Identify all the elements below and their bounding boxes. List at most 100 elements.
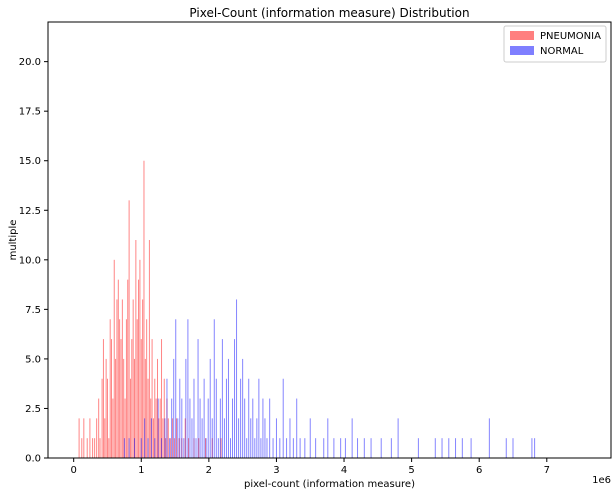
histogram-bar-normal	[230, 438, 231, 458]
y-tick-label: 2.5	[25, 404, 41, 415]
histogram-bar-normal	[183, 438, 185, 458]
histogram-bar-normal	[275, 418, 277, 458]
histogram-bar-pneumonia	[138, 279, 140, 458]
histogram-bar-pneumonia	[178, 438, 180, 458]
legend-swatch-pneumonia	[510, 31, 534, 40]
histogram-bar-pneumonia	[131, 339, 133, 458]
histogram-bar-normal	[340, 438, 342, 458]
legend-swatch-normal	[510, 46, 534, 55]
histogram-bar-normal	[448, 438, 450, 458]
histogram-bar-normal	[344, 438, 346, 458]
histogram-bar-pneumonia	[96, 418, 98, 458]
histogram-bar-normal	[189, 398, 191, 458]
histogram-bar-pneumonia	[142, 299, 144, 458]
histogram-bar-pneumonia	[98, 398, 100, 458]
histogram-bar-normal	[455, 438, 457, 458]
histogram-bar-normal	[213, 319, 215, 458]
histogram-bar-normal	[488, 418, 490, 458]
y-axis-label: multiple	[8, 220, 19, 261]
histogram-bar-pneumonia	[112, 398, 114, 458]
histogram-bar-normal	[195, 438, 197, 458]
histogram-bar-normal	[309, 418, 311, 458]
histogram-bar-normal	[441, 438, 443, 458]
y-axis-ticks: 0.0 2.5 5.0 7.5 10.0 12.5 15.0 17.5 20.0	[19, 57, 48, 465]
histogram-bar-normal	[258, 378, 260, 458]
histogram-bar-normal	[205, 438, 207, 458]
histogram-bar-normal	[227, 358, 229, 458]
histogram-bar-normal	[215, 378, 217, 458]
histogram-bar-normal	[123, 438, 125, 458]
legend-label-pneumonia: PNEUMONIA	[540, 31, 601, 42]
histogram-bar-normal	[248, 378, 250, 458]
legend-label-normal: NORMAL	[540, 46, 584, 57]
histogram-bar-pneumonia	[162, 418, 164, 458]
histogram-bar-pneumonia	[111, 339, 113, 458]
histogram-bar-normal	[236, 299, 238, 458]
histogram-bar-normal	[191, 418, 193, 458]
histogram-bar-normal	[244, 398, 246, 458]
histogram-bar-pneumonia	[115, 358, 117, 458]
histogram-bar-normal	[304, 438, 306, 458]
histogram-bar-normal	[232, 398, 233, 458]
histogram-bar-normal	[256, 418, 258, 458]
histogram-bar-pneumonia	[163, 378, 165, 458]
histogram-bar-normal	[140, 438, 142, 458]
plot-area-frame	[47, 21, 612, 459]
legend: PNEUMONIA NORMAL	[503, 25, 607, 63]
x-axis-ticks: 0 1 2 3 4 5 6 7	[70, 458, 550, 476]
histogram-bar-pneumonia	[83, 418, 85, 458]
y-tick-label: 7.5	[25, 305, 41, 316]
histogram-bar-pneumonia	[108, 438, 110, 458]
histogram-bar-normal	[417, 438, 419, 458]
histogram-bar-pneumonia	[116, 299, 118, 458]
histogram-bar-normal	[252, 398, 254, 458]
histogram-bar-normal	[286, 438, 288, 458]
histogram-bar-normal	[269, 398, 271, 458]
histogram-bar-normal	[157, 398, 159, 458]
histogram-bar-pneumonia	[184, 418, 186, 458]
histogram-bar-pneumonia	[158, 418, 160, 458]
histogram-bar-normal	[370, 438, 372, 458]
histogram-bar-pneumonia	[167, 418, 169, 458]
histogram-bar-normal	[380, 438, 382, 458]
histogram-bar-normal	[179, 378, 181, 458]
histogram-bar-normal	[351, 418, 353, 458]
histogram-bar-pneumonia	[119, 319, 121, 458]
histogram-bar-pneumonia	[173, 438, 175, 458]
histogram-bar-normal	[333, 438, 335, 458]
y-tick-label: 17.5	[19, 107, 41, 118]
histogram-bar-normal	[128, 438, 130, 458]
histogram-bar-pneumonia	[205, 438, 206, 458]
histogram-bar-pneumonia	[94, 438, 96, 458]
histogram-bar-pneumonia	[171, 418, 173, 458]
histogram-bar-pneumonia	[81, 438, 83, 458]
histogram-bar-normal	[266, 438, 268, 458]
histogram-bar-pneumonia	[165, 438, 167, 458]
histogram-bar-pneumonia	[144, 358, 146, 458]
histogram-bar-normal	[197, 339, 199, 458]
histogram-bar-normal	[234, 339, 236, 458]
histogram-bar-normal	[292, 438, 294, 458]
histogram-bar-pneumonia	[92, 438, 94, 458]
y-tick-label: 10.0	[19, 255, 41, 266]
histogram-bar-normal	[260, 438, 262, 458]
histogram-bar-normal	[327, 418, 329, 458]
histogram-bar-normal	[147, 438, 149, 458]
histogram-bar-normal	[397, 418, 399, 458]
histogram-bar-normal	[219, 398, 221, 458]
histogram-bar-pneumonia	[152, 418, 154, 458]
histogram-bar-normal	[134, 438, 135, 458]
histogram-bar-normal	[171, 398, 173, 458]
histogram-bar-pneumonia	[157, 358, 158, 458]
histogram-bar-normal	[209, 358, 211, 458]
histogram-bar-pneumonia	[220, 438, 222, 458]
histogram-bar-normal	[323, 438, 325, 458]
histogram-bar-pneumonia	[150, 398, 152, 458]
histogram-bar-normal	[164, 418, 166, 458]
histogram-bar-normal	[512, 438, 514, 458]
histogram-bar-pneumonia	[135, 240, 137, 458]
histogram-bar-normal	[461, 438, 463, 458]
histogram-bar-normal	[150, 418, 152, 458]
histogram-bar-pneumonia	[125, 319, 127, 458]
